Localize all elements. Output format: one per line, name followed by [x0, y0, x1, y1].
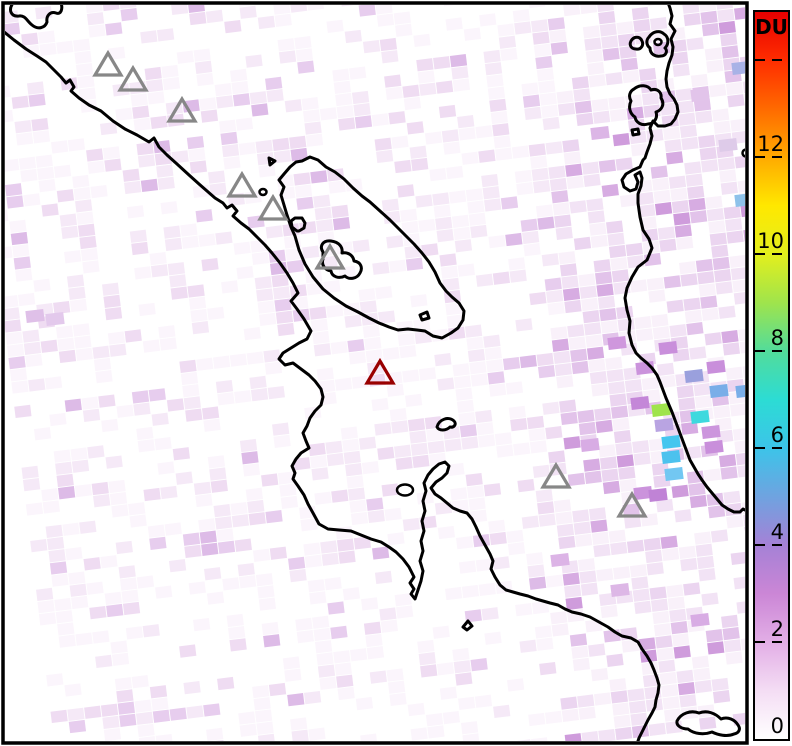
colorbar-tick-line: [755, 447, 788, 450]
colorbar-tick-label: 4: [770, 520, 784, 545]
colorbar-tick-label: 0: [770, 714, 784, 738]
volcano-marker-gray: [226, 170, 258, 198]
colorbar-tick-line: [755, 544, 788, 547]
colorbar-tick-line: [755, 641, 788, 644]
colorbar-tick-line: [755, 59, 788, 62]
volcano-marker-gray: [117, 64, 149, 92]
volcano-marker-gray: [540, 461, 572, 489]
volcano-markers: [92, 49, 648, 518]
colorbar-tick-label: 2: [770, 617, 784, 642]
colorbar-tick-line: [755, 350, 788, 353]
colorbar: 12 10 8 6 4 2 0 DU: [753, 10, 790, 741]
colorbar-tick-label: 10: [757, 229, 784, 254]
volcano-marker-red: [364, 357, 396, 385]
colorbar-tick-label: 6: [770, 423, 784, 448]
volcano-marker-gray: [257, 193, 289, 221]
colorbar-tick-label: 8: [770, 326, 784, 351]
colorbar-tick-label: 12: [757, 132, 784, 157]
colorbar-ticks: 12 10 8 6 4 2 0: [755, 12, 788, 739]
colorbar-unit-label: DU: [755, 15, 788, 39]
volcano-marker-gray: [92, 49, 124, 77]
volcano-marker-gray: [166, 95, 198, 123]
coastlines: [5, 5, 745, 741]
colorbar-tick-line: [755, 156, 788, 159]
volcano-marker-gray: [616, 490, 648, 518]
map-border: [1, 1, 749, 745]
volcano-marker-gray: [314, 242, 346, 270]
colorbar-gradient: [755, 12, 788, 739]
colorbar-tick-line: [755, 253, 788, 256]
